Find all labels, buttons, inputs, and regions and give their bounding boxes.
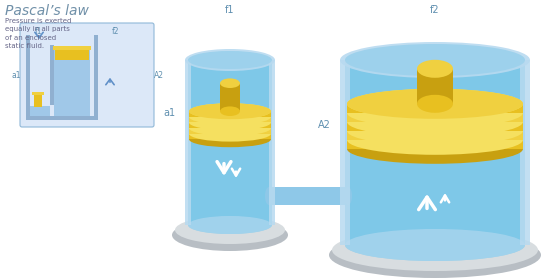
Bar xyxy=(520,60,530,245)
Ellipse shape xyxy=(345,229,525,261)
Ellipse shape xyxy=(189,103,271,119)
Ellipse shape xyxy=(345,44,525,76)
Ellipse shape xyxy=(189,103,271,119)
Ellipse shape xyxy=(220,78,240,88)
Ellipse shape xyxy=(265,187,273,205)
Bar xyxy=(347,131,523,140)
Ellipse shape xyxy=(347,107,523,137)
Ellipse shape xyxy=(188,51,272,69)
Ellipse shape xyxy=(189,115,271,130)
Bar xyxy=(347,113,523,122)
Ellipse shape xyxy=(347,89,523,119)
Bar xyxy=(188,60,272,225)
Ellipse shape xyxy=(417,60,453,78)
Ellipse shape xyxy=(347,89,523,119)
Bar xyxy=(34,93,42,107)
Bar xyxy=(94,35,97,120)
Bar xyxy=(26,116,97,120)
Bar xyxy=(32,92,44,95)
Bar xyxy=(30,106,50,116)
Bar xyxy=(189,128,271,134)
Ellipse shape xyxy=(347,134,523,164)
Ellipse shape xyxy=(345,229,525,261)
Ellipse shape xyxy=(189,131,271,147)
Bar xyxy=(347,122,523,131)
Text: A2: A2 xyxy=(318,120,331,130)
Ellipse shape xyxy=(188,216,272,234)
Ellipse shape xyxy=(172,219,288,251)
Ellipse shape xyxy=(344,187,352,205)
Ellipse shape xyxy=(347,125,523,155)
Ellipse shape xyxy=(189,126,271,142)
Ellipse shape xyxy=(340,42,530,78)
Text: a1: a1 xyxy=(12,71,21,80)
Ellipse shape xyxy=(189,109,271,125)
Ellipse shape xyxy=(347,98,523,128)
Bar xyxy=(189,111,271,117)
Ellipse shape xyxy=(189,120,271,136)
Text: f1: f1 xyxy=(35,27,43,36)
Bar xyxy=(189,117,271,122)
Bar xyxy=(185,60,191,225)
Text: f2: f2 xyxy=(430,5,440,15)
Bar xyxy=(53,46,91,50)
Bar xyxy=(340,60,350,245)
Bar xyxy=(345,60,525,245)
Ellipse shape xyxy=(332,229,538,271)
Ellipse shape xyxy=(417,95,453,113)
Bar xyxy=(50,45,54,105)
Ellipse shape xyxy=(175,216,285,244)
Text: Pressure is exerted
equally in all parts
of an enclosed
static fluid.: Pressure is exerted equally in all parts… xyxy=(5,18,71,50)
Ellipse shape xyxy=(188,51,272,69)
Bar xyxy=(55,48,89,60)
Bar xyxy=(189,122,271,128)
Ellipse shape xyxy=(329,232,541,278)
Bar xyxy=(269,187,348,205)
Ellipse shape xyxy=(345,44,525,76)
Text: Pascal’s law: Pascal’s law xyxy=(5,4,89,18)
Text: a1: a1 xyxy=(164,108,176,118)
Bar xyxy=(417,69,453,104)
Ellipse shape xyxy=(347,116,523,146)
Ellipse shape xyxy=(185,49,275,71)
Bar xyxy=(54,46,90,116)
Bar xyxy=(220,83,240,111)
Ellipse shape xyxy=(188,216,272,234)
Bar xyxy=(26,35,30,120)
FancyBboxPatch shape xyxy=(20,23,154,127)
Bar xyxy=(347,140,523,149)
Text: f1: f1 xyxy=(225,5,235,15)
Bar xyxy=(347,104,523,113)
Text: f2: f2 xyxy=(112,27,119,36)
Text: A2: A2 xyxy=(154,71,164,80)
Bar xyxy=(269,60,275,225)
Ellipse shape xyxy=(220,106,240,116)
Bar xyxy=(189,134,271,139)
